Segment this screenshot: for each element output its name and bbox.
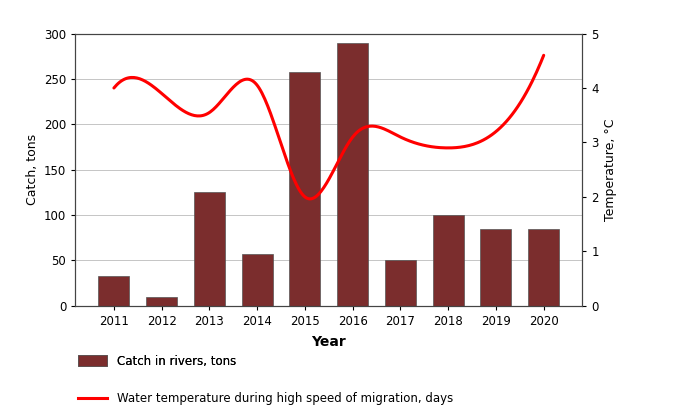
X-axis label: Year: Year [312,335,346,349]
Y-axis label: Catch, tons: Catch, tons [25,134,38,205]
Bar [289,72,321,306]
Bar [528,229,559,306]
Bar [99,276,129,306]
Bar [433,215,464,306]
Legend: Catch in rivers, tons: Catch in rivers, tons [75,351,240,371]
Bar [242,254,273,306]
Bar [385,261,416,306]
Bar [146,297,177,306]
Y-axis label: Temperature, °C: Temperature, °C [604,119,617,221]
Bar [194,192,225,306]
Bar [480,229,512,306]
Legend: Water temperature during high speed of migration, days: Water temperature during high speed of m… [75,389,457,409]
Bar [337,43,369,306]
